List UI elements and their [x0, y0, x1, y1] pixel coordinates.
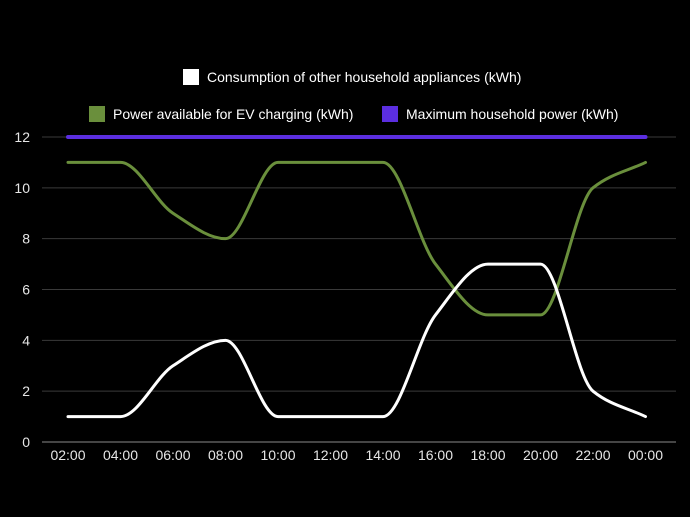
legend-label-consumption: Consumption of other household appliance…	[207, 69, 521, 85]
y-tick-label: 4	[22, 332, 30, 348]
series-line-consumption-of-other-household-appliances-kwh	[66, 262, 647, 419]
x-tick-label: 12:00	[313, 447, 348, 463]
legend-entry-consumption[interactable]: Consumption of other household appliance…	[183, 69, 521, 85]
legend-label-ev-charging: Power available for EV charging (kWh)	[113, 106, 353, 122]
x-tick-label: 22:00	[575, 447, 610, 463]
y-tick-label: 12	[14, 129, 30, 145]
x-tick-label: 08:00	[208, 447, 243, 463]
y-tick-label: 8	[22, 231, 30, 247]
x-tick-label: 18:00	[470, 447, 505, 463]
y-tick-label: 0	[22, 434, 30, 450]
x-tick-label: 20:00	[523, 447, 558, 463]
legend-swatch-ev-charging	[89, 106, 105, 122]
x-tick-label: 06:00	[155, 447, 190, 463]
x-axis: 02:00 04:00 06:00 08:00 10:00 12:00 14:00 16:00…	[50, 447, 663, 463]
x-tick-label: 16:00	[418, 447, 453, 463]
series-line-power-available-for-ev-charging-kwh	[66, 160, 647, 317]
legend: Consumption of other household appliance…	[89, 69, 618, 122]
y-tick-label: 2	[22, 383, 30, 399]
x-tick-label: 00:00	[628, 447, 663, 463]
y-axis: 0 2 4 6 8 10 12	[14, 129, 30, 450]
legend-entry-max-power[interactable]: Maximum household power (kWh)	[382, 106, 618, 122]
legend-label-max-power: Maximum household power (kWh)	[406, 106, 618, 122]
legend-entry-ev-charging[interactable]: Power available for EV charging (kWh)	[89, 106, 353, 122]
y-tick-label: 6	[22, 282, 30, 298]
x-tick-label: 04:00	[103, 447, 138, 463]
x-tick-label: 10:00	[260, 447, 295, 463]
y-tick-label: 10	[14, 180, 30, 196]
legend-swatch-max-power	[382, 106, 398, 122]
x-tick-label: 02:00	[50, 447, 85, 463]
grid	[42, 136, 676, 443]
legend-swatch-consumption	[183, 69, 199, 85]
x-tick-label: 14:00	[365, 447, 400, 463]
series-lines	[66, 135, 648, 419]
